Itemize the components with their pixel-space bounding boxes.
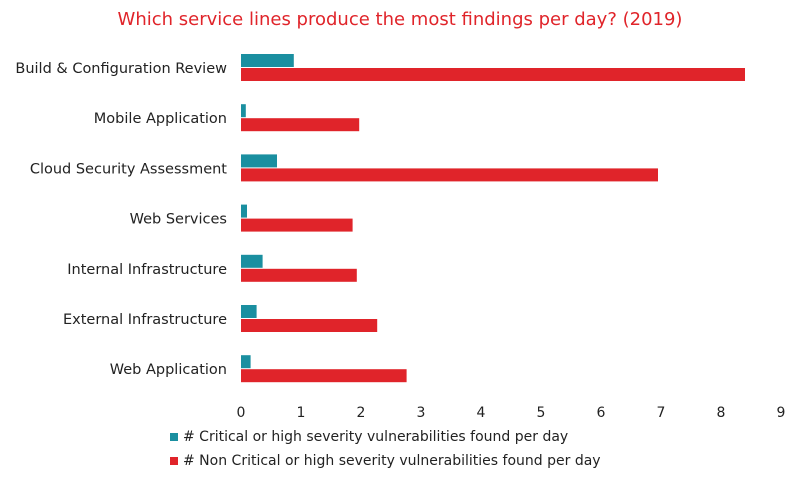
x-tick-label: 7	[657, 405, 666, 421]
x-tick-label: 3	[417, 405, 426, 421]
bar-critical	[241, 305, 257, 318]
bar-non-critical	[241, 218, 353, 232]
x-tick-label: 6	[597, 405, 606, 421]
x-tick-label: 0	[237, 405, 246, 421]
category-label: Web Services	[130, 212, 227, 228]
bar-non-critical	[241, 68, 745, 81]
plot-area: Build & Configuration Review Mobile Appli…	[15, 54, 785, 421]
category-label: Web Application	[110, 362, 227, 378]
category-label: External Infrastructure	[63, 312, 227, 328]
chart-title: Which service lines produce the most fin…	[118, 9, 683, 30]
bar-non-critical	[241, 118, 360, 132]
bar-critical	[241, 254, 263, 268]
bar-non-critical	[241, 268, 357, 282]
legend-label: # Critical or high severity vulnerabilit…	[183, 429, 568, 445]
category-label: Build & Configuration Review	[15, 61, 227, 77]
bar-critical	[241, 154, 277, 168]
bar-non-critical	[241, 168, 658, 182]
x-tick-label: 1	[297, 405, 306, 421]
legend-swatch	[170, 457, 178, 465]
bar-critical	[241, 204, 247, 218]
bar-critical	[241, 355, 251, 369]
bar-critical	[241, 54, 294, 67]
bar-non-critical	[241, 369, 407, 383]
legend-swatch	[170, 433, 178, 441]
x-tick-label: 4	[477, 405, 486, 421]
category-label: Cloud Security Assessment	[30, 161, 227, 177]
legend: # Critical or high severity vulnerabilit…	[170, 429, 601, 469]
category-label: Mobile Application	[94, 111, 227, 127]
x-tick-label: 8	[717, 405, 726, 421]
x-tick-label: 5	[537, 405, 546, 421]
category-label: Internal Infrastructure	[67, 262, 227, 278]
x-tick-label: 9	[777, 405, 786, 421]
bar-critical	[241, 104, 246, 118]
legend-label: # Non Critical or high severity vulnerab…	[183, 453, 601, 469]
bar-non-critical	[241, 319, 378, 332]
x-tick-label: 2	[357, 405, 366, 421]
